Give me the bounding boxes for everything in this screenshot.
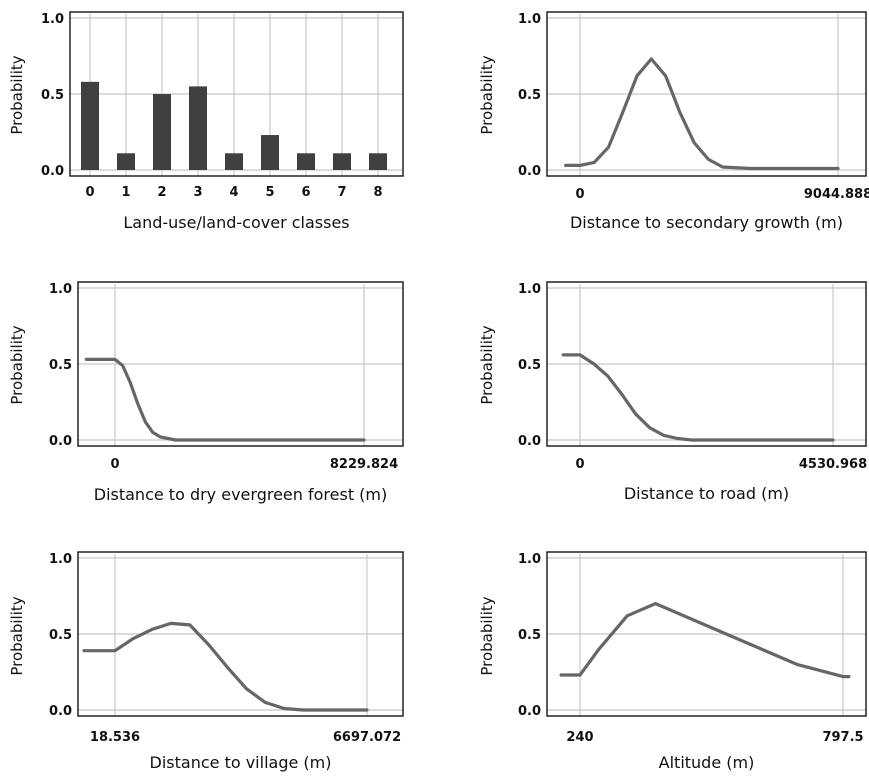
bar-8 xyxy=(369,153,387,170)
x-tick-label: 6697.072 xyxy=(333,730,401,745)
y-tick-label: 1.0 xyxy=(518,12,541,27)
y-tick-label: 0.5 xyxy=(518,358,541,373)
x-tick-label: 1 xyxy=(121,185,130,200)
chart-panel-4: 0.0 0.5 1.0 0 4530.968 Distance to road (m) Pr… xyxy=(478,281,867,503)
x-tick-label: 4530.968 xyxy=(799,457,867,472)
bar-7 xyxy=(333,153,351,170)
x-axis-label: Distance to village (m) xyxy=(150,753,332,772)
x-axis-label: Altitude (m) xyxy=(659,753,755,772)
x-tick-label: 18.536 xyxy=(90,730,140,745)
x-tick-label: 240 xyxy=(566,730,593,745)
plot-frame xyxy=(546,281,867,447)
series-line xyxy=(82,621,369,712)
x-tick-label: 9044.888 xyxy=(804,187,869,202)
y-tick-label: 0.5 xyxy=(518,628,541,643)
y-tick-label: 1.0 xyxy=(518,282,541,297)
y-axis-label: Probability xyxy=(8,596,26,675)
y-tick-label: 0.5 xyxy=(41,88,64,103)
bar-3 xyxy=(189,86,207,170)
series-line xyxy=(564,57,840,171)
x-tick-label: 7 xyxy=(337,185,346,200)
x-tick-label: 2 xyxy=(157,185,166,200)
x-tick-label: 0 xyxy=(85,185,94,200)
y-tick-label: 1.0 xyxy=(41,12,64,27)
chart-panel-1: 0.0 0.5 1.0 0 1 2 3 4 5 6 7 8 Land-use/land-cover cl… xyxy=(8,11,404,232)
y-axis-label: Probability xyxy=(478,325,496,404)
y-tick-label: 1.0 xyxy=(49,552,72,567)
y-tick-label: 0.0 xyxy=(49,704,72,719)
y-tick-label: 0.5 xyxy=(518,88,541,103)
x-tick-label: 8 xyxy=(373,185,382,200)
chart-panel-3: 0.0 0.5 1.0 0 8229.824 Distance to dry evergr… xyxy=(8,281,404,504)
y-axis-label: Probability xyxy=(478,55,496,134)
x-tick-label: 8229.824 xyxy=(330,457,398,472)
chart-panel-6: 0.0 0.5 1.0 240 797.5 Altitude (m) Probability xyxy=(478,551,867,772)
x-tick-label: 5 xyxy=(265,185,274,200)
y-tick-label: 0.0 xyxy=(518,434,541,449)
y-tick-label: 1.0 xyxy=(518,552,541,567)
bar-1 xyxy=(117,153,135,170)
bar-5 xyxy=(261,135,279,170)
x-tick-label: 797.5 xyxy=(822,730,863,745)
y-tick-label: 0.5 xyxy=(49,358,72,373)
x-tick-label: 0 xyxy=(110,457,119,472)
x-axis-label: Distance to road (m) xyxy=(624,484,789,503)
x-tick-label: 3 xyxy=(193,185,202,200)
y-axis-label: Probability xyxy=(8,55,26,134)
y-tick-label: 0.0 xyxy=(49,434,72,449)
x-tick-label: 4 xyxy=(229,185,238,200)
x-axis-label: Distance to secondary growth (m) xyxy=(570,213,843,232)
plot-frame xyxy=(77,281,404,447)
bar-6 xyxy=(297,153,315,170)
series-line xyxy=(561,353,835,442)
chart-panel-2: 0.0 0.5 1.0 0 9044.888 Distance to secondary … xyxy=(478,11,869,232)
plot-frame xyxy=(546,11,867,177)
series-line xyxy=(559,602,851,679)
bar-2 xyxy=(153,94,171,170)
x-tick-label: 0 xyxy=(575,457,584,472)
bar-0 xyxy=(81,81,99,170)
series-line xyxy=(84,357,366,442)
x-axis-label: Distance to dry evergreen forest (m) xyxy=(94,485,388,504)
y-tick-label: 0.5 xyxy=(49,628,72,643)
y-axis-label: Probability xyxy=(8,325,26,404)
y-tick-label: 0.0 xyxy=(518,704,541,719)
y-tick-label: 0.0 xyxy=(518,164,541,179)
plot-frame xyxy=(69,11,404,177)
y-tick-label: 1.0 xyxy=(49,282,72,297)
x-tick-label: 6 xyxy=(301,185,310,200)
plot-frame xyxy=(546,551,867,717)
y-tick-label: 0.0 xyxy=(41,164,64,179)
y-axis-label: Probability xyxy=(478,596,496,675)
plot-frame xyxy=(77,551,404,717)
x-axis-label: Land-use/land-cover classes xyxy=(123,213,349,232)
x-tick-label: 0 xyxy=(575,187,584,202)
bar-4 xyxy=(225,153,243,170)
